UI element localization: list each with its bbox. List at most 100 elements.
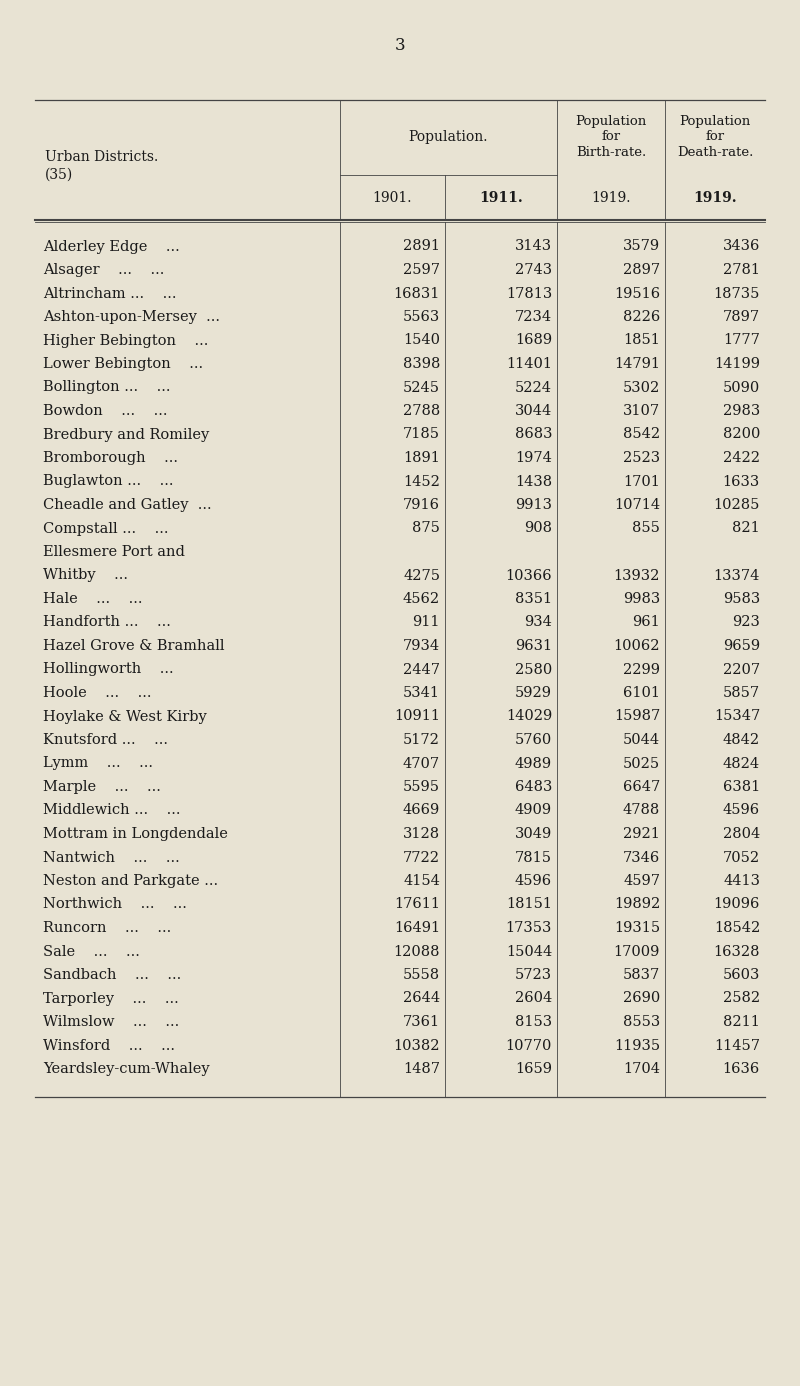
Text: Altrincham ...    ...: Altrincham ... ... [43,287,177,301]
Text: 2743: 2743 [515,263,552,277]
Text: 3: 3 [394,36,406,54]
Text: 1919.: 1919. [693,190,737,205]
Text: 4788: 4788 [622,804,660,818]
Text: 7346: 7346 [622,851,660,865]
Text: 18151: 18151 [506,898,552,912]
Text: 2422: 2422 [723,450,760,464]
Text: 2983: 2983 [722,403,760,419]
Text: Birth-rate.: Birth-rate. [576,146,646,158]
Text: 911: 911 [413,615,440,629]
Text: 3128: 3128 [403,827,440,841]
Text: Handforth ...    ...: Handforth ... ... [43,615,171,629]
Text: 8153: 8153 [515,1015,552,1028]
Text: Compstall ...    ...: Compstall ... ... [43,521,169,535]
Text: 10770: 10770 [506,1038,552,1052]
Text: 16491: 16491 [394,922,440,936]
Text: Bowdon    ...    ...: Bowdon ... ... [43,403,167,419]
Text: 4275: 4275 [403,568,440,582]
Text: Ellesmere Port and: Ellesmere Port and [43,545,185,559]
Text: 9631: 9631 [515,639,552,653]
Text: 1777: 1777 [723,334,760,348]
Text: 15347: 15347 [714,710,760,723]
Text: 19315: 19315 [614,922,660,936]
Text: 11401: 11401 [506,358,552,371]
Text: 2644: 2644 [403,991,440,1005]
Text: 15044: 15044 [506,944,552,959]
Text: Ashton-upon-Mersey  ...: Ashton-upon-Mersey ... [43,310,220,324]
Text: 10285: 10285 [714,498,760,511]
Text: 1636: 1636 [722,1062,760,1076]
Text: 3044: 3044 [514,403,552,419]
Text: Hale    ...    ...: Hale ... ... [43,592,142,606]
Text: 9913: 9913 [515,498,552,511]
Text: 7897: 7897 [723,310,760,324]
Text: 4989: 4989 [515,757,552,771]
Text: 9583: 9583 [722,592,760,606]
Text: 5603: 5603 [722,967,760,983]
Text: 6483: 6483 [514,780,552,794]
Text: 8542: 8542 [623,427,660,442]
Text: 4596: 4596 [723,804,760,818]
Text: Mottram in Longdendale: Mottram in Longdendale [43,827,228,841]
Text: 855: 855 [632,521,660,535]
Text: Middlewich ...    ...: Middlewich ... ... [43,804,181,818]
Text: 7185: 7185 [403,427,440,442]
Text: 10714: 10714 [614,498,660,511]
Text: 18542: 18542 [714,922,760,936]
Text: 1633: 1633 [722,474,760,488]
Text: 16328: 16328 [714,944,760,959]
Text: Neston and Parkgate ...: Neston and Parkgate ... [43,875,218,888]
Text: 4597: 4597 [623,875,660,888]
Text: 2597: 2597 [403,263,440,277]
Text: 3143: 3143 [515,240,552,254]
Text: 2523: 2523 [623,450,660,464]
Text: Lower Bebington    ...: Lower Bebington ... [43,358,203,371]
Text: Bromborough    ...: Bromborough ... [43,450,178,464]
Text: 14199: 14199 [714,358,760,371]
Text: 2921: 2921 [623,827,660,841]
Text: Death-rate.: Death-rate. [677,146,753,158]
Text: 1911.: 1911. [479,190,523,205]
Text: 17611: 17611 [394,898,440,912]
Text: for: for [706,130,725,144]
Text: 2897: 2897 [623,263,660,277]
Text: Population: Population [679,115,750,129]
Text: 1851: 1851 [623,334,660,348]
Text: 821: 821 [732,521,760,535]
Text: 7234: 7234 [515,310,552,324]
Text: 1540: 1540 [403,334,440,348]
Text: Whitby    ...: Whitby ... [43,568,128,582]
Text: 19096: 19096 [714,898,760,912]
Text: 6647: 6647 [622,780,660,794]
Text: 13374: 13374 [714,568,760,582]
Text: 16831: 16831 [394,287,440,301]
Text: 10366: 10366 [506,568,552,582]
Text: 7815: 7815 [515,851,552,865]
Text: (35): (35) [45,168,74,182]
Text: 1974: 1974 [515,450,552,464]
Text: 9983: 9983 [622,592,660,606]
Text: 2299: 2299 [623,663,660,676]
Text: Sale    ...    ...: Sale ... ... [43,944,140,959]
Text: 4824: 4824 [723,757,760,771]
Text: 13932: 13932 [614,568,660,582]
Text: 11935: 11935 [614,1038,660,1052]
Text: 4154: 4154 [403,875,440,888]
Text: Alsager    ...    ...: Alsager ... ... [43,263,164,277]
Text: Hollingworth    ...: Hollingworth ... [43,663,174,676]
Text: 5245: 5245 [403,381,440,395]
Text: Nantwich    ...    ...: Nantwich ... ... [43,851,180,865]
Text: 5837: 5837 [622,967,660,983]
Text: 10062: 10062 [614,639,660,653]
Text: 4413: 4413 [723,875,760,888]
Text: 7916: 7916 [403,498,440,511]
Text: 3579: 3579 [623,240,660,254]
Text: 2804: 2804 [722,827,760,841]
Text: 3107: 3107 [623,403,660,419]
Text: 2580: 2580 [514,663,552,676]
Text: 6101: 6101 [623,686,660,700]
Text: Sandbach    ...    ...: Sandbach ... ... [43,967,182,983]
Text: Population: Population [575,115,646,129]
Text: 4669: 4669 [402,804,440,818]
Text: 875: 875 [412,521,440,535]
